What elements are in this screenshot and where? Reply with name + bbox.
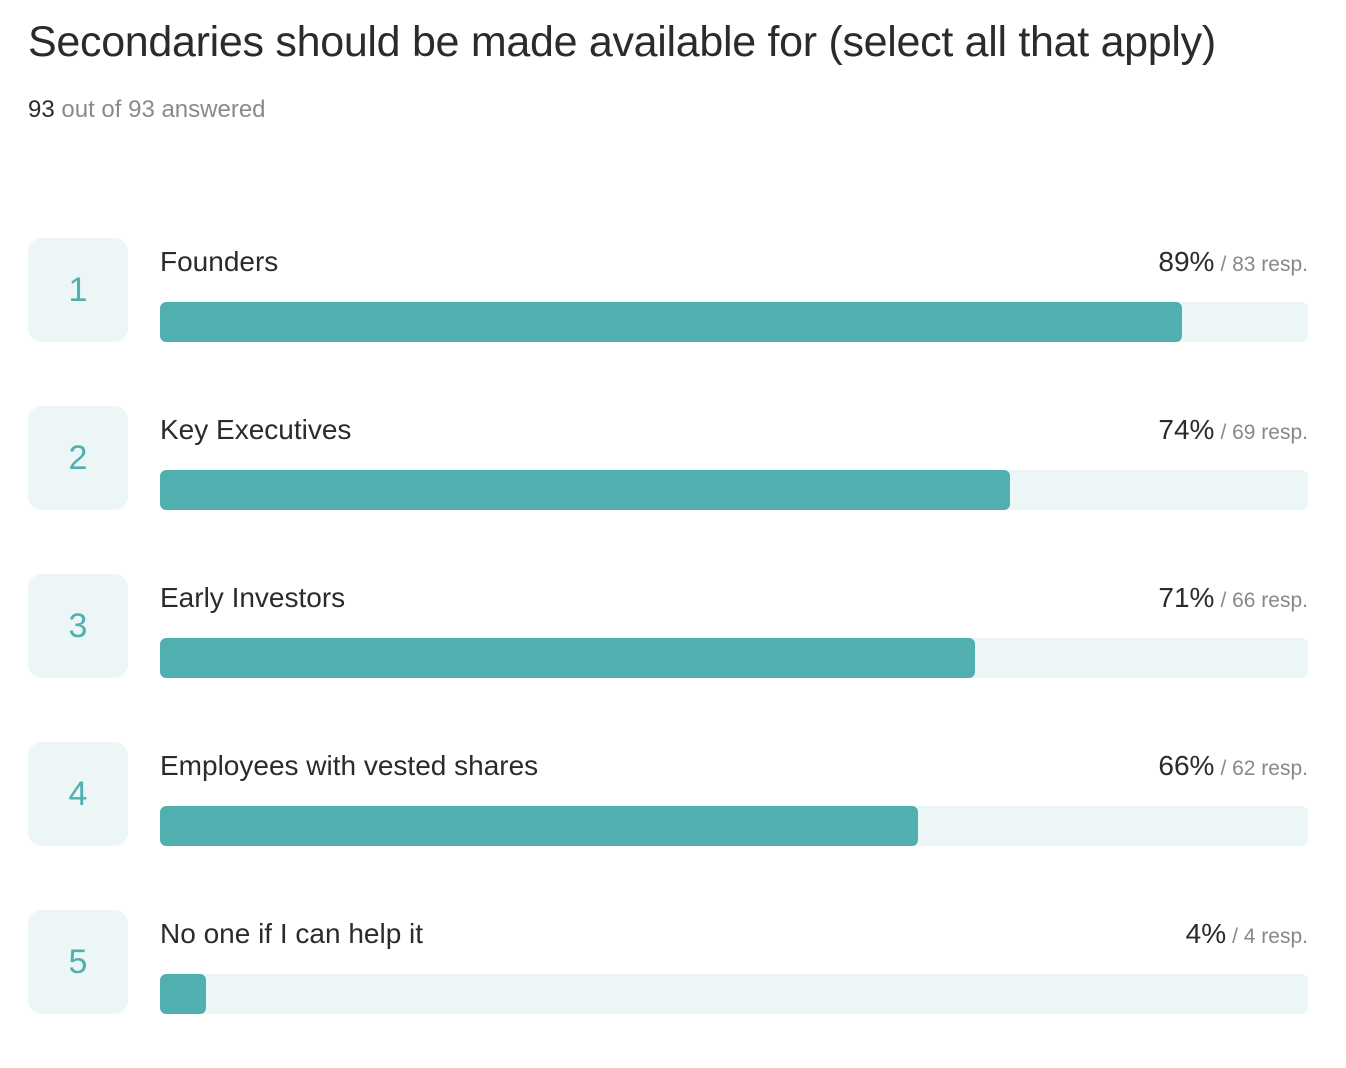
rank-badge: 1 <box>28 238 128 342</box>
answer-row: 3 Early Investors 71%/ 66 resp. <box>28 574 1308 678</box>
bar <box>160 638 976 678</box>
category-label: Key Executives <box>160 414 352 445</box>
stat: 4%/ 4 resp. <box>1186 918 1308 950</box>
question-title: Secondaries should be made available for… <box>28 18 1216 66</box>
bar <box>160 974 206 1014</box>
percent-label: 71% <box>1158 582 1215 613</box>
response-count: / 83 resp. <box>1220 253 1308 276</box>
answer-row: 2 Key Executives 74%/ 69 resp. <box>28 406 1308 510</box>
answer-row: 5 No one if I can help it 4%/ 4 resp. <box>28 910 1308 1014</box>
bar <box>160 302 1182 342</box>
category-label: No one if I can help it <box>160 918 424 949</box>
answered-number: 93 <box>28 96 55 123</box>
bar <box>160 470 1010 510</box>
category-label: Employees with vested shares <box>160 750 539 781</box>
response-count: / 66 resp. <box>1220 589 1308 612</box>
bar <box>160 806 918 846</box>
percent-label: 66% <box>1158 750 1215 781</box>
rank-badge: 2 <box>28 406 128 510</box>
answer-row: 4 Employees with vested shares 66%/ 62 r… <box>28 742 1308 846</box>
answered-count: 93 out of 93 answered <box>28 96 266 124</box>
rank-badge: 5 <box>28 910 128 1014</box>
stat: 66%/ 62 resp. <box>1158 750 1308 782</box>
percent-label: 89% <box>1158 246 1215 277</box>
answer-row: 1 Founders 89%/ 83 resp. <box>28 238 1308 342</box>
bar-track <box>160 806 1308 846</box>
category-label: Early Investors <box>160 582 346 613</box>
percent-label: 4% <box>1185 918 1227 949</box>
rank-badge: 4 <box>28 742 128 846</box>
response-count: / 4 resp. <box>1232 925 1308 948</box>
answered-text: out of 93 answered <box>61 96 266 123</box>
bar-track <box>160 638 1308 678</box>
response-count: / 62 resp. <box>1220 757 1308 780</box>
bar-track <box>160 470 1308 510</box>
bar-track <box>160 302 1308 342</box>
category-label: Founders <box>160 246 279 277</box>
stat: 74%/ 69 resp. <box>1158 414 1308 446</box>
rank-badge: 3 <box>28 574 128 678</box>
response-count: / 69 resp. <box>1220 421 1308 444</box>
stat: 89%/ 83 resp. <box>1158 246 1308 278</box>
percent-label: 74% <box>1158 414 1215 445</box>
stat: 71%/ 66 resp. <box>1158 582 1308 614</box>
bar-track <box>160 974 1308 1014</box>
